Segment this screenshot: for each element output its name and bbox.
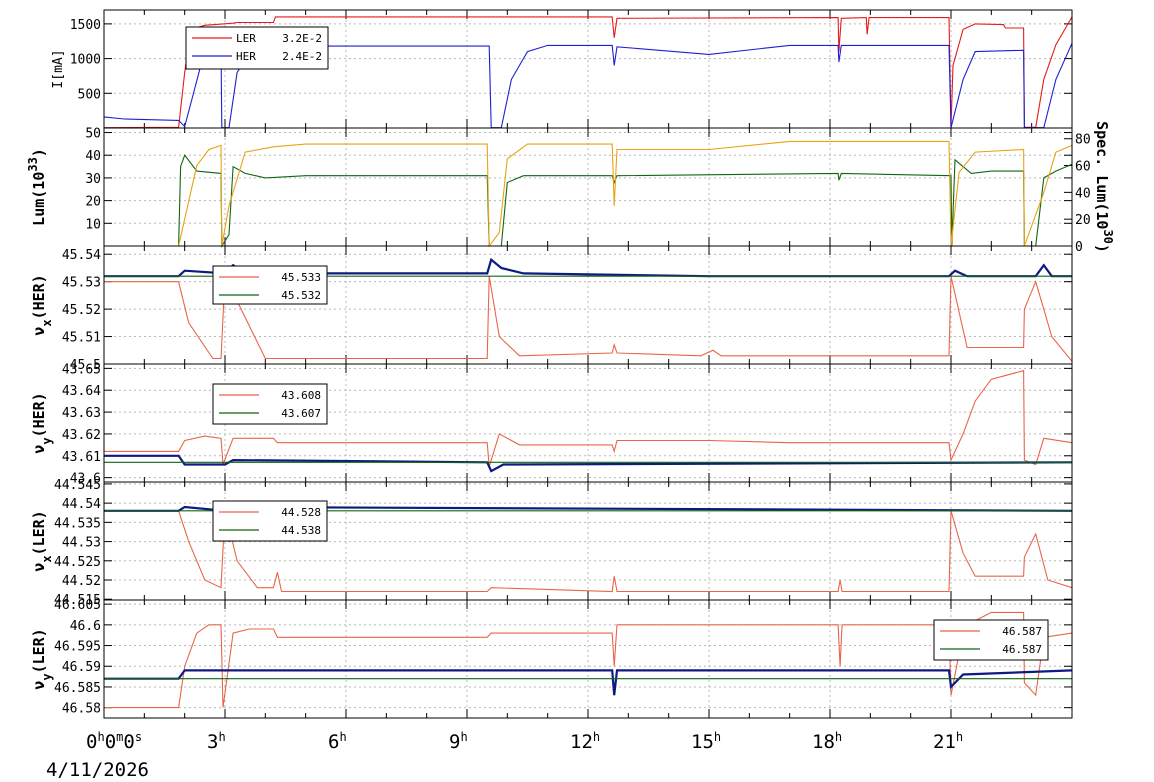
- xtick-label: 9h: [449, 730, 468, 753]
- legend-box: [212, 383, 328, 425]
- y-axis-label: I[mA]: [51, 49, 66, 88]
- series-line-set: [104, 369, 1073, 467]
- ytick-label: 46.6: [70, 619, 101, 634]
- ytick-label: 46.58: [62, 702, 101, 717]
- ytick-label: 1500: [70, 18, 101, 33]
- y-axis-label: Lum(1033): [26, 148, 48, 226]
- legend-value: 45.532: [281, 289, 321, 302]
- legend-value: 45.533: [281, 271, 321, 284]
- ytick-label: 43.62: [62, 428, 101, 443]
- panel-lumi: 10 20 30 40 50 0 20 40 60 80 Lum(1033) Spec. Lum(10…: [26, 121, 1115, 255]
- legend-box: [212, 500, 328, 542]
- legend-box: [933, 619, 1049, 661]
- series-line-spec-lum: [178, 140, 1073, 248]
- ytick-label: 44.535: [54, 516, 101, 531]
- y-axis-label: νx(LER): [30, 510, 54, 571]
- ytick-label: 45.5: [70, 358, 101, 373]
- ytick-label: 40: [85, 149, 101, 164]
- legend-value: 43.608: [281, 389, 321, 402]
- legend-value: 44.528: [281, 506, 321, 519]
- legend-box: [212, 265, 328, 305]
- legend: 43.608 43.607: [212, 383, 328, 425]
- y-axis-right-label: Spec. Lum(1030): [1093, 121, 1115, 253]
- ytick-label: 500: [78, 87, 101, 102]
- xtick-label: 6h: [328, 730, 347, 753]
- ytick-label: 43.61: [62, 450, 101, 465]
- ytick-right-label: 60: [1075, 160, 1091, 175]
- ytick-right-label: 40: [1075, 186, 1091, 201]
- legend: 44.528 44.538: [212, 500, 328, 542]
- series-line-meas: [104, 454, 1073, 473]
- ytick-label: 44.54: [62, 497, 101, 512]
- legend: LER 3.2E-2 HER 2.4E-2: [185, 26, 329, 70]
- ytick-label: 43.65: [62, 362, 101, 377]
- y-axis-label: νx(HER): [30, 274, 54, 335]
- ytick-label: 46.595: [54, 640, 101, 655]
- ytick-right-label: 80: [1075, 133, 1091, 148]
- series-line-lum: [178, 154, 1073, 248]
- ytick-label: 45.53: [62, 276, 101, 291]
- y-axis-label: νy(HER): [30, 392, 54, 453]
- xtick-label: 15h: [691, 730, 721, 753]
- xtick-label: 21h: [933, 730, 963, 753]
- panel-nuy_her: 43.6 43.61 43.62 43.63 43.64 43.65 νy(HER) 43.6…: [30, 362, 1073, 487]
- legend: 46.587 46.587: [933, 619, 1049, 661]
- legend-label: HER: [236, 50, 256, 63]
- ytick-right-label: 20: [1075, 213, 1091, 228]
- x-axis: 0h0m0s 3h 6h 9h 12h 15h 18h 21h 4/11/2026: [46, 730, 963, 781]
- legend-box: [185, 26, 329, 70]
- ytick-label: 44.53: [62, 536, 101, 551]
- series-line-set: [104, 510, 1073, 593]
- ytick-label: 46.605: [54, 598, 101, 613]
- ytick-label: 30: [85, 172, 101, 187]
- legend-value: 46.587: [1002, 625, 1042, 638]
- ytick-label: 45.54: [62, 248, 101, 263]
- date-label: 4/11/2026: [46, 759, 149, 781]
- xtick-label: 18h: [812, 730, 842, 753]
- ytick-label: 45.51: [62, 331, 101, 346]
- ytick-label: 44.545: [54, 478, 101, 493]
- panel-frame: [103, 599, 1073, 719]
- legend-value: 43.607: [281, 407, 321, 420]
- ytick-label: 20: [85, 195, 101, 210]
- xtick-label: 12h: [570, 730, 600, 753]
- legend-value: 2.4E-2: [282, 50, 322, 63]
- legend-label: LER: [236, 32, 256, 45]
- legend: 45.533 45.532: [212, 265, 328, 305]
- ytick-label: 44.52: [62, 574, 101, 589]
- legend-value: 44.538: [281, 524, 321, 537]
- ytick-label: 43.6: [70, 472, 101, 487]
- xtick-label: 0h0m0s: [86, 730, 142, 753]
- ytick-label: 44.515: [54, 593, 101, 608]
- panel-current: 500 1000 1500 I[mA] LER 3.2E-2 HER 2.4E-2: [51, 9, 1073, 129]
- ytick-label: 44.525: [54, 555, 101, 570]
- y-axis-label: νy(LER): [30, 628, 54, 689]
- ytick-label: 50: [85, 127, 101, 142]
- legend-value: 3.2E-2: [282, 32, 322, 45]
- series-line-ler: [103, 16, 1073, 129]
- xtick-label: 3h: [207, 730, 226, 753]
- ytick-label: 1000: [70, 53, 101, 68]
- ytick-right-label: 0: [1075, 240, 1083, 255]
- series-line-set: [104, 275, 1073, 362]
- series-line-meas: [104, 669, 1073, 696]
- ytick-label: 43.63: [62, 406, 101, 421]
- ytick-label: 10: [85, 217, 101, 232]
- ytick-label: 46.59: [62, 660, 101, 675]
- panel-nux_ler: 44.515 44.52 44.525 44.53 44.535 44.54 44.545 ν…: [30, 478, 1073, 608]
- ytick-label: 46.585: [54, 681, 101, 696]
- series-line-set: [104, 611, 1073, 709]
- ytick-label: 45.52: [62, 303, 101, 318]
- ytick-label: 43.64: [62, 384, 101, 399]
- legend-value: 46.587: [1002, 643, 1042, 656]
